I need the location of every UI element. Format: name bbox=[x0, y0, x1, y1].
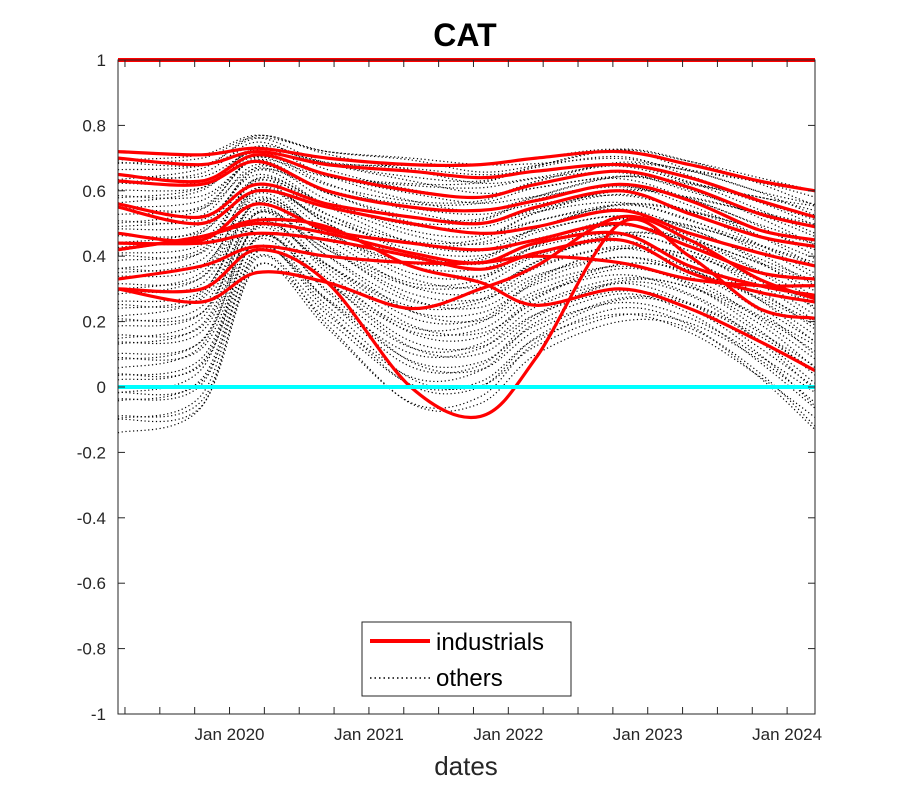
x-tick-label: Jan 2020 bbox=[195, 725, 265, 744]
legend-box bbox=[361, 621, 572, 697]
x-tick-label: Jan 2024 bbox=[752, 725, 822, 744]
industrials-series-line bbox=[117, 214, 816, 311]
chart-title: CAT bbox=[433, 17, 497, 53]
x-axis: Jan 2020 Jan 2021 Jan 2022 Jan 2023 Jan 2024 bbox=[124, 60, 822, 744]
others-series-line bbox=[117, 216, 816, 355]
y-tick-label: -1 bbox=[91, 705, 106, 724]
others-series-line bbox=[117, 134, 816, 198]
others-series-line bbox=[117, 186, 816, 299]
y-tick-label: -0.2 bbox=[77, 443, 106, 462]
others-series-line bbox=[117, 137, 816, 206]
others-series-line bbox=[117, 156, 816, 227]
others-series-line bbox=[117, 224, 816, 369]
legend-label-others: others bbox=[436, 665, 503, 692]
others-series-line bbox=[117, 247, 816, 420]
x-axis-label: dates bbox=[434, 751, 498, 781]
others-series-line bbox=[117, 188, 816, 284]
others-series-line bbox=[117, 159, 816, 246]
x-tick-label: Jan 2023 bbox=[613, 725, 683, 744]
others-series-line bbox=[117, 188, 816, 282]
others-series-line bbox=[117, 147, 816, 226]
y-tick-label: -0.4 bbox=[77, 509, 106, 528]
y-tick-label: 0.4 bbox=[82, 247, 106, 266]
others-series-line bbox=[117, 234, 816, 381]
x-tick-label: Jan 2021 bbox=[334, 725, 404, 744]
industrials-series-line bbox=[117, 202, 816, 281]
others-series-line bbox=[117, 148, 816, 207]
others-series-line bbox=[117, 168, 816, 245]
industrials-series-line bbox=[117, 188, 816, 268]
y-tick-label: -0.8 bbox=[77, 640, 106, 659]
y-axis: -1 -0.8 -0.6 -0.4 -0.2 0 0.2 0.4 0.6 0.8 1 bbox=[77, 51, 815, 724]
others-series-line bbox=[117, 192, 816, 310]
others-series-line bbox=[117, 262, 816, 423]
others-series-line bbox=[117, 196, 816, 300]
industrials-series-layer bbox=[117, 146, 816, 419]
industrials-series-line bbox=[117, 182, 816, 248]
legend: industrials others bbox=[361, 621, 572, 697]
others-series-line bbox=[117, 223, 816, 346]
x-tick-label: Jan 2022 bbox=[473, 725, 543, 744]
industrials-series-line bbox=[117, 146, 816, 193]
others-series-line bbox=[117, 155, 816, 234]
industrials-series-line bbox=[117, 231, 816, 304]
industrials-series-line bbox=[117, 159, 816, 242]
y-tick-label: 0.8 bbox=[82, 116, 106, 135]
others-series-line bbox=[117, 262, 816, 430]
others-series-line bbox=[117, 158, 816, 225]
others-series-line bbox=[117, 165, 816, 251]
industrials-series-line bbox=[117, 153, 816, 229]
y-tick-label: -0.6 bbox=[77, 574, 106, 593]
y-tick-label: 1 bbox=[97, 51, 106, 70]
industrials-series-line bbox=[117, 244, 816, 288]
others-series-line bbox=[117, 163, 816, 257]
others-series-line bbox=[117, 221, 816, 361]
others-series-line bbox=[117, 151, 816, 221]
industrials-series-line bbox=[117, 217, 816, 419]
others-series-line bbox=[117, 255, 816, 434]
others-series-line bbox=[117, 244, 816, 407]
y-tick-label: 0 bbox=[97, 378, 106, 397]
y-tick-label: 0.2 bbox=[82, 313, 106, 332]
industrials-series-line bbox=[117, 149, 816, 219]
others-series-line bbox=[117, 232, 816, 376]
legend-label-industrials: industrials bbox=[436, 629, 544, 656]
others-series-line bbox=[117, 245, 816, 388]
others-series-line bbox=[117, 210, 816, 327]
industrials-series-line bbox=[117, 217, 816, 373]
y-tick-label: 0.6 bbox=[82, 182, 106, 201]
